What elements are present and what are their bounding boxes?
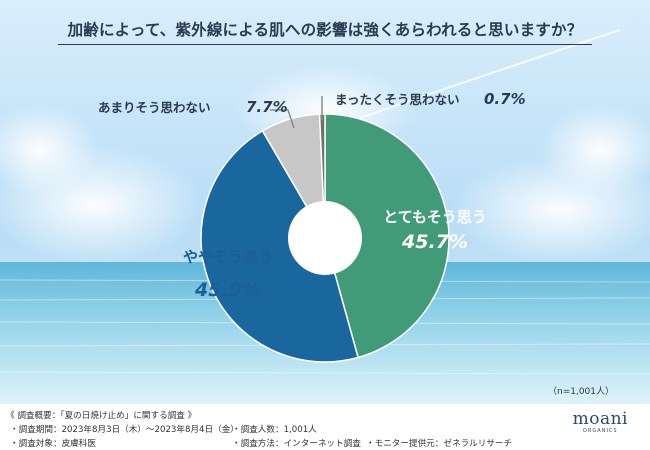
survey-count: ・調査人数：1,001人 xyxy=(232,425,317,435)
slice-value-not-really: 7.7% xyxy=(246,98,288,116)
slice-labels: とてもそう思う 45.7% ややそう思う 45.9% あまりそう思わない 7.7% まったく… xyxy=(98,90,526,301)
donut-hole xyxy=(288,201,362,275)
slice-value-strongly-agree: 45.7% xyxy=(401,231,468,253)
slice-value-somewhat-agree: 45.9% xyxy=(194,279,261,301)
slice-label-not-really: あまりそう思わない xyxy=(98,100,211,115)
survey-method: ・調査方法：インターネット調査 xyxy=(232,439,361,449)
brand-name: moani xyxy=(572,409,628,429)
slice-somewhat-agree xyxy=(200,129,360,363)
slice-label-strongly-agree: とてもそう思う xyxy=(383,208,487,226)
sample-size: （n=1,001人） xyxy=(547,387,614,397)
donut-chart: とてもそう思う 45.7% ややそう思う 45.9% あまりそう思わない 7.7% まったく… xyxy=(98,90,526,363)
survey-heading: 《 調査概要：「夏の日焼け止め」に関する調査 》 xyxy=(6,411,197,421)
brand-sub: ORGANICS xyxy=(583,428,618,434)
title-underline xyxy=(58,44,592,45)
slice-value-not-at-all: 0.7% xyxy=(484,90,526,108)
survey-target: ・調査対象：皮膚科医 xyxy=(10,439,96,449)
slice-label-not-at-all: まったくそう思わない xyxy=(335,92,460,107)
chart-title: 加齢によって、紫外線による肌への影響は強くあらわれると思いますか？ xyxy=(67,21,583,39)
slice-label-somewhat-agree: ややそう思う xyxy=(183,248,273,266)
brand-logo: moani ORGANICS xyxy=(573,410,628,434)
slice-strongly-agree xyxy=(324,113,450,359)
leader-lines xyxy=(270,96,323,129)
leader-not-really xyxy=(270,109,295,129)
survey-monitor: ・モニター提供元：ゼネラルリサーチ xyxy=(366,439,513,449)
survey-summary xyxy=(0,404,650,450)
survey-period: ・調査期間：2023年8月3日（木）～2023年8月4日（金） xyxy=(10,425,239,435)
pie-slices xyxy=(200,113,450,363)
